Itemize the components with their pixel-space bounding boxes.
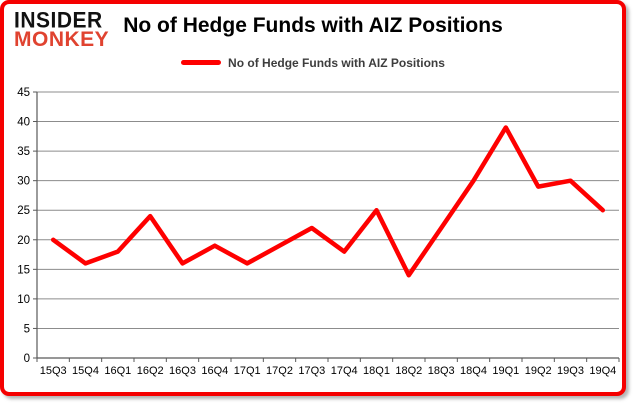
insider-monkey-logo: INSIDER MONKEY xyxy=(14,8,110,52)
y-tick-label: 30 xyxy=(17,176,30,188)
x-tick-label: 17Q3 xyxy=(298,365,325,377)
x-tick-label: 16Q4 xyxy=(201,365,228,377)
y-tick-label: 5 xyxy=(24,323,30,335)
chart-legend: No of Hedge Funds with AIZ Positions xyxy=(4,56,622,70)
legend-label: No of Hedge Funds with AIZ Positions xyxy=(228,56,445,70)
chart-title: No of Hedge Funds with AIZ Positions xyxy=(123,14,503,37)
y-tick-label: 15 xyxy=(17,264,30,276)
y-tick-label: 0 xyxy=(24,353,30,365)
x-tick-label: 19Q2 xyxy=(525,365,552,377)
x-tick-label: 16Q2 xyxy=(137,365,164,377)
x-tick-label: 19Q3 xyxy=(557,365,584,377)
x-tick-label: 17Q1 xyxy=(234,365,261,377)
line-chart-plot: 0 5 10 15 20 25 30 35 40 45 15Q3 15Q4 16Q1 16Q2 16Q3 16… xyxy=(17,87,620,377)
data-series-line xyxy=(50,125,606,278)
x-tick-label: 15Q3 xyxy=(40,365,67,377)
logo-line-insider: INSIDER xyxy=(14,8,103,33)
y-tick-label: 40 xyxy=(17,117,30,129)
y-tick-label: 45 xyxy=(17,87,30,99)
x-tick-label: 18Q2 xyxy=(395,365,422,377)
x-tick-label: 18Q1 xyxy=(363,365,390,377)
x-tick-label: 18Q3 xyxy=(428,365,455,377)
chart-card: INSIDER MONKEY No of Hedge Funds with AI… xyxy=(0,0,626,396)
x-tick-label: 16Q1 xyxy=(104,365,131,377)
y-tick-label: 25 xyxy=(17,205,30,217)
x-tick-label: 15Q4 xyxy=(72,365,99,377)
y-tick-label: 20 xyxy=(17,235,30,247)
legend-line-swatch-icon xyxy=(181,60,222,66)
logo-line-monkey: MONKEY xyxy=(14,28,110,52)
x-tick-label: 18Q4 xyxy=(460,365,487,377)
y-tick-label: 35 xyxy=(17,146,30,158)
y-tick-label: 10 xyxy=(17,294,30,306)
x-tick-label: 17Q4 xyxy=(331,365,358,377)
x-tick-label: 17Q2 xyxy=(266,365,293,377)
x-tick-label: 19Q1 xyxy=(492,365,519,377)
x-tick-label: 19Q4 xyxy=(589,365,616,377)
x-tick-label: 16Q3 xyxy=(169,365,196,377)
